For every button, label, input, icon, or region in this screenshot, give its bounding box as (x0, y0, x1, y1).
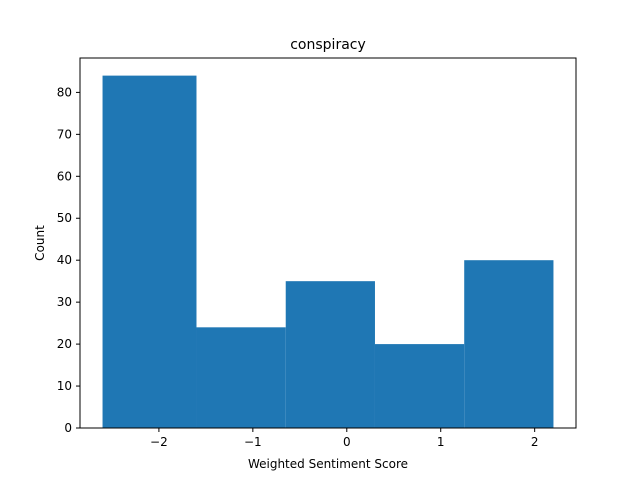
y-tick-label-6: 50 (57, 211, 72, 225)
histogram-bar-2 (196, 327, 286, 428)
x-axis-label: Weighted Sentiment Score (248, 457, 408, 471)
x-axis-ticks: −2 −1 0 1 2 (150, 428, 538, 449)
x-tick-label-5: 2 (531, 435, 539, 449)
histogram-bar-5 (464, 260, 554, 428)
y-tick-label-2: 10 (57, 379, 72, 393)
y-tick-label-8: 70 (57, 127, 72, 141)
chart-title: conspiracy (290, 37, 366, 53)
histogram-bar-1 (102, 75, 197, 428)
x-tick-label-3: 0 (343, 435, 351, 449)
y-tick-label-1: 0 (64, 421, 72, 435)
y-tick-label-7: 60 (57, 169, 72, 183)
y-axis-label: Count (33, 225, 47, 261)
y-tick-label-5: 40 (57, 253, 72, 267)
x-tick-label-4: 1 (437, 435, 445, 449)
y-axis-ticks: 0 10 20 30 40 50 60 70 80 (57, 85, 80, 435)
plot-frame (79, 57, 577, 429)
y-tick-label-9: 80 (57, 85, 72, 99)
y-tick-label-4: 30 (57, 295, 72, 309)
x-tick-label-1: −2 (150, 435, 168, 449)
histogram-bar-4 (374, 344, 465, 428)
y-tick-label-3: 20 (57, 337, 72, 351)
bars-group (102, 75, 554, 428)
x-tick-label-2: −1 (244, 435, 262, 449)
histogram-bar-3 (285, 281, 375, 428)
